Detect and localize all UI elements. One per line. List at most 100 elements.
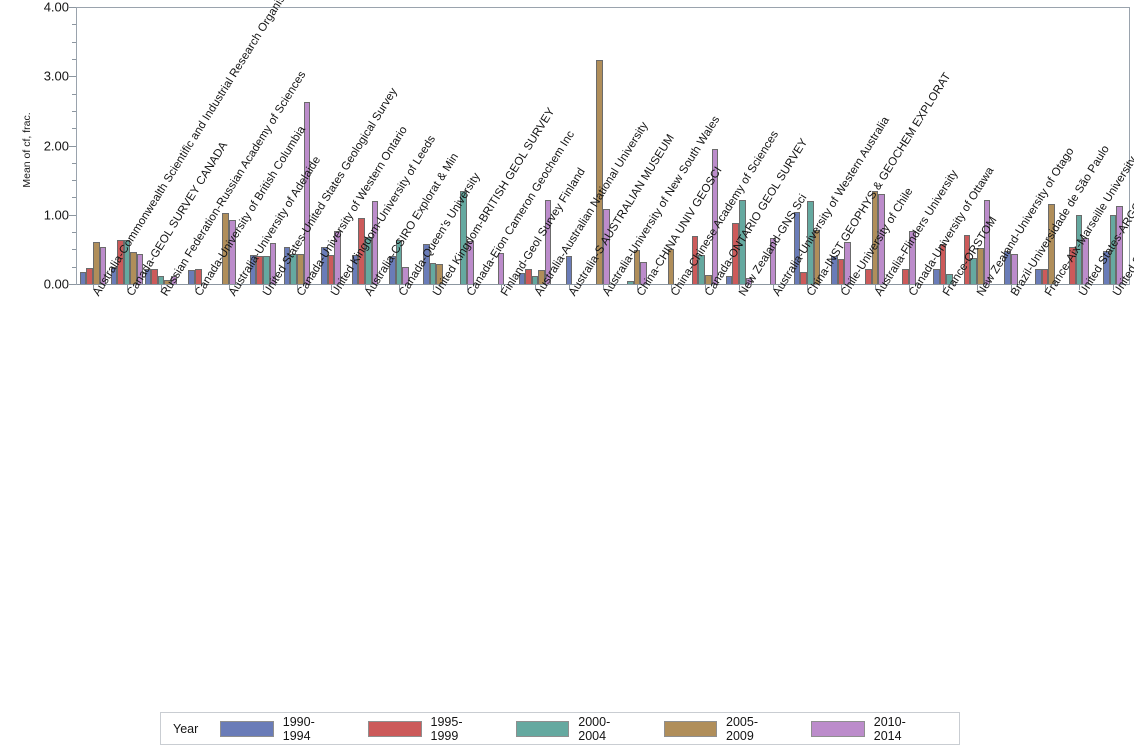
y-axis-major-tick xyxy=(69,284,76,285)
bar xyxy=(739,199,746,284)
bar xyxy=(769,238,777,284)
bars-layer xyxy=(76,7,1130,284)
x-axis-tick xyxy=(977,285,978,290)
bar xyxy=(963,234,971,284)
bar xyxy=(909,231,916,284)
bar xyxy=(188,270,195,284)
bar-group xyxy=(348,7,382,284)
bar xyxy=(99,246,107,284)
bar-group xyxy=(858,7,892,284)
bar xyxy=(436,263,443,284)
legend-item[interactable]: 2000-2004 xyxy=(515,714,638,743)
x-axis-tick xyxy=(569,285,570,290)
bar xyxy=(389,256,396,284)
y-axis-minor-tick xyxy=(72,180,76,182)
bar xyxy=(525,269,532,284)
bar xyxy=(977,248,984,284)
x-axis-tick xyxy=(127,285,128,290)
bar xyxy=(290,253,297,284)
y-axis-minor-tick xyxy=(72,128,76,130)
y-axis-major-tick xyxy=(69,214,76,216)
bar xyxy=(933,268,940,284)
x-axis-tick xyxy=(365,285,366,290)
y-axis-minor-tick xyxy=(72,249,76,251)
y-axis-minor-tick xyxy=(72,266,76,268)
legend-swatch xyxy=(515,720,570,737)
bar xyxy=(865,268,872,284)
bar xyxy=(144,268,152,284)
x-axis-tick xyxy=(875,285,876,290)
bar xyxy=(303,101,311,284)
bar xyxy=(1004,250,1011,284)
bar xyxy=(871,190,879,284)
x-axis-tick xyxy=(943,285,944,290)
x-axis-tick xyxy=(739,285,740,290)
bar xyxy=(538,270,545,284)
bar xyxy=(1109,214,1117,284)
bar xyxy=(902,269,909,284)
bar-group xyxy=(110,7,144,284)
bar xyxy=(423,243,430,284)
y-axis-minor-tick xyxy=(72,93,76,95)
y-axis-minor-tick xyxy=(72,162,76,164)
legend-item[interactable]: 1990-1994 xyxy=(220,715,342,743)
bar xyxy=(596,60,603,284)
x-axis-tick xyxy=(467,285,468,290)
bar xyxy=(1035,269,1042,284)
legend-swatch xyxy=(220,720,274,737)
legend-swatch xyxy=(663,720,718,737)
bar xyxy=(136,254,144,284)
bar xyxy=(732,223,739,284)
x-axis-tick xyxy=(297,285,298,290)
y-axis-tick-label: 1.00 xyxy=(43,207,69,223)
legend-swatch xyxy=(811,720,865,737)
bar xyxy=(633,250,641,284)
bar xyxy=(467,241,474,284)
x-axis-tick xyxy=(93,285,94,290)
bar xyxy=(565,256,573,284)
bar xyxy=(263,256,270,284)
y-axis-major-tick xyxy=(69,7,76,8)
y-axis-tick-label: 0.00 xyxy=(43,276,69,292)
x-axis-tick xyxy=(535,285,536,290)
bar xyxy=(229,220,236,284)
y-axis-tick-label: 2.00 xyxy=(43,138,69,153)
bar xyxy=(497,252,505,284)
bar-group xyxy=(926,7,960,284)
legend-label: 1995-1999 xyxy=(430,714,463,743)
x-axis-tick xyxy=(1011,285,1012,290)
y-axis-minor-tick xyxy=(72,41,76,43)
bar xyxy=(297,254,304,284)
bar xyxy=(334,230,341,284)
legend-label: 2000-2004 xyxy=(578,714,611,743)
bar xyxy=(1082,238,1089,284)
bar-group xyxy=(994,7,1028,284)
bar-group xyxy=(960,7,994,284)
bar-group xyxy=(280,7,314,284)
bar-group xyxy=(382,7,416,284)
legend-swatch xyxy=(368,720,422,737)
bar xyxy=(123,239,131,284)
x-axis-tick xyxy=(195,285,196,290)
bar xyxy=(164,279,171,284)
bar xyxy=(371,200,379,284)
bar-group xyxy=(1096,7,1130,284)
bar xyxy=(705,275,712,284)
bar xyxy=(946,274,953,284)
bar xyxy=(627,281,634,284)
bar xyxy=(365,236,372,284)
bar xyxy=(807,200,814,284)
legend-item[interactable]: 1995-1999 xyxy=(368,715,490,743)
bar xyxy=(222,212,229,284)
bar xyxy=(358,217,365,284)
bar xyxy=(1041,268,1049,284)
legend-item[interactable]: 2005-2009 xyxy=(663,715,786,743)
y-axis-minor-tick xyxy=(72,232,76,234)
legend-item[interactable]: 2010-2014 xyxy=(811,715,933,743)
bar xyxy=(667,249,675,284)
bar xyxy=(1048,204,1055,284)
bar xyxy=(429,262,437,284)
bar-group xyxy=(790,7,824,284)
bar-group xyxy=(756,7,790,284)
